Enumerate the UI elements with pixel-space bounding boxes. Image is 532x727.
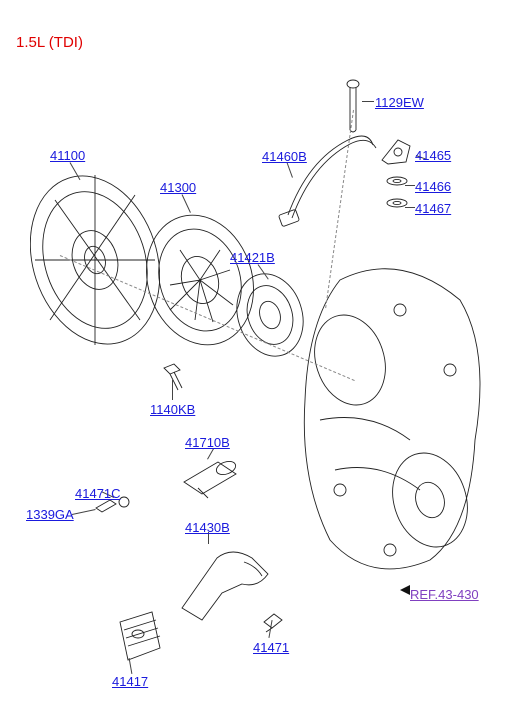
slave-cyl-illustration bbox=[178, 452, 242, 504]
leader bbox=[362, 101, 374, 102]
part-link-41467[interactable]: 41467 bbox=[415, 201, 451, 216]
part-link-41460B[interactable]: 41460B bbox=[262, 149, 307, 164]
part-link-41100[interactable]: 41100 bbox=[50, 148, 85, 163]
part-link-41471[interactable]: 41471 bbox=[253, 640, 289, 655]
leader bbox=[405, 185, 415, 186]
bolt-1140kb-illustration bbox=[160, 362, 186, 396]
tube-41460b-illustration bbox=[278, 120, 388, 240]
part-link-41465[interactable]: 41465 bbox=[415, 148, 451, 163]
transmission-illustration bbox=[280, 240, 500, 590]
part-link-41710B[interactable]: 41710B bbox=[185, 435, 230, 450]
part-link-41417[interactable]: 41417 bbox=[112, 674, 148, 689]
part-link-41471C[interactable]: 41471C bbox=[75, 486, 121, 501]
part-link-41300[interactable]: 41300 bbox=[160, 180, 196, 195]
diagram-title: 1.5L (TDI) bbox=[16, 34, 83, 51]
screw-1129ew-illustration bbox=[345, 78, 361, 136]
pin-41471-illustration bbox=[258, 604, 288, 634]
clutch-disc-illustration bbox=[30, 170, 160, 350]
leader bbox=[405, 207, 415, 208]
part-link-1129EW[interactable]: 1129EW bbox=[375, 95, 424, 110]
part-link-41421B[interactable]: 41421B bbox=[230, 250, 275, 265]
reference-link[interactable]: REF.43-430 bbox=[410, 587, 479, 602]
leader bbox=[172, 380, 173, 400]
part-link-41466[interactable]: 41466 bbox=[415, 179, 451, 194]
ref-arrow-icon bbox=[400, 585, 410, 595]
part-link-1140KB[interactable]: 1140KB bbox=[150, 402, 195, 417]
bracket-41465-illustration bbox=[378, 132, 414, 168]
part-link-41430B[interactable]: 41430B bbox=[185, 520, 230, 535]
part-link-1339GA[interactable]: 1339GA bbox=[26, 507, 74, 522]
boot-41417-illustration bbox=[112, 608, 166, 666]
